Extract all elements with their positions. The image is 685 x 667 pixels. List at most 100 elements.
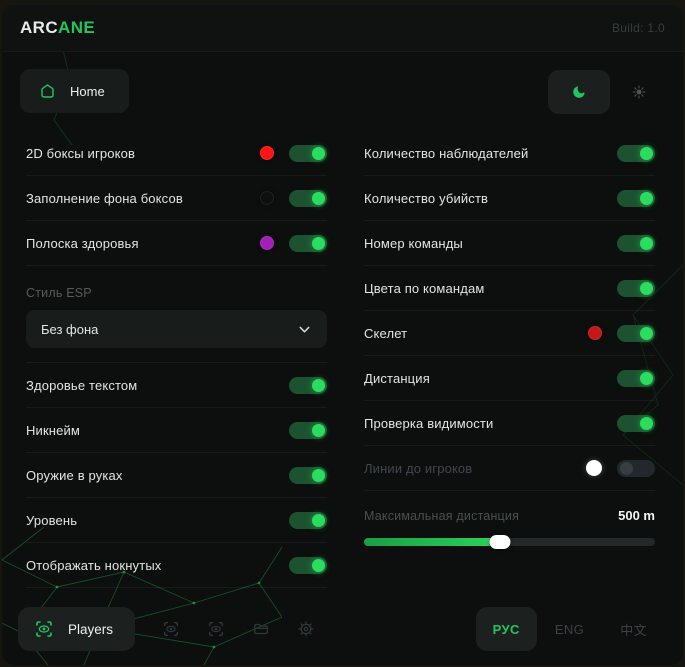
setting-label: Отображать нокнутых [26, 557, 162, 573]
toggle-knob [640, 416, 653, 430]
color-swatch[interactable] [260, 236, 274, 250]
brand-prefix: ARC [20, 18, 59, 37]
toggle-knob [312, 468, 325, 482]
toggle-switch[interactable] [289, 466, 327, 484]
toggle-switch[interactable] [617, 279, 655, 297]
toggle-switch[interactable] [617, 459, 655, 477]
toggle-knob [312, 236, 325, 250]
setting-row-weapon-in-hands: Оружие в руках [26, 453, 327, 498]
toggle-switch[interactable] [617, 189, 655, 207]
eye-scan-icon[interactable] [207, 620, 225, 638]
toggle-knob [312, 146, 325, 160]
color-swatch[interactable] [260, 146, 274, 160]
toggle-knob [312, 423, 325, 437]
esp-style-dropdown[interactable]: Без фона [26, 310, 327, 348]
language-switcher: РУС ENG 中文 [475, 607, 665, 651]
setting-row-lines-to-players: Линии до игроков [364, 446, 655, 491]
setting-label: Скелет [364, 325, 408, 341]
folder-icon[interactable] [252, 620, 270, 638]
setting-row-show-knocked: Отображать нокнутых [26, 543, 327, 588]
setting-row-health-text: Здоровье текстом [26, 362, 327, 408]
bottom-bar: Players [2, 599, 683, 665]
toggle-knob [312, 378, 325, 392]
chevron-down-icon [297, 322, 312, 337]
esp-style-section-label: Стиль ESP [26, 286, 92, 300]
toggle-knob [640, 371, 653, 385]
dropdown-selected-value: Без фона [41, 321, 99, 337]
toggle-knob [312, 558, 325, 572]
toggle-switch[interactable] [289, 144, 327, 162]
setting-row-2d-boxes: 2D боксы игроков [26, 131, 327, 176]
home-tab-button[interactable]: Home [20, 69, 129, 113]
toggle-knob [640, 146, 653, 160]
setting-row-kill-count: Количество убийств [364, 176, 655, 221]
setting-row-nickname: Никнейм [26, 408, 327, 453]
max-distance-value: 500 m [618, 508, 655, 523]
toggle-switch[interactable] [289, 234, 327, 252]
language-button-rus[interactable]: РУС [475, 607, 537, 651]
toggle-knob [620, 461, 633, 475]
eye-scan-icon[interactable] [162, 620, 180, 638]
toggle-switch[interactable] [289, 189, 327, 207]
toggle-knob [640, 326, 653, 340]
app-window: ARCANE Build: 1.0 Home [2, 5, 683, 665]
max-distance-slider[interactable] [364, 535, 655, 549]
toggle-switch[interactable] [617, 414, 655, 432]
setting-label: Номер команды [364, 235, 463, 251]
setting-row-visibility-check: Проверка видимости [364, 401, 655, 446]
setting-row-health-bar: Полоска здоровья [26, 221, 327, 266]
setting-label: Количество наблюдателей [364, 145, 529, 161]
language-button-eng[interactable]: ENG [554, 621, 585, 637]
setting-label: Здоровье текстом [26, 377, 138, 393]
players-tab-button[interactable]: Players [18, 607, 136, 651]
toggle-switch[interactable] [289, 421, 327, 439]
home-icon [38, 82, 57, 101]
build-version: Build: 1.0 [611, 21, 665, 35]
settings-column-left: 2D боксы игроков Заполнение фона боксов … [26, 131, 327, 588]
setting-label: Уровень [26, 512, 78, 528]
home-tab-label: Home [70, 83, 105, 99]
setting-label: Проверка видимости [364, 415, 494, 431]
toggle-switch[interactable] [289, 511, 327, 529]
max-distance-header: Максимальная дистанция 500 m [364, 508, 655, 523]
toggle-knob [640, 191, 653, 205]
brand-suffix: ANE [58, 18, 96, 37]
brand-logo: ARCANE [20, 18, 95, 38]
setting-label: Цвета по командам [364, 280, 485, 296]
toggle-switch[interactable] [617, 369, 655, 387]
footer-tool-icons [162, 620, 315, 638]
toggle-knob [312, 513, 325, 527]
moon-icon [570, 83, 588, 101]
setting-row-distance: Дистанция [364, 356, 655, 401]
sun-icon [631, 84, 647, 100]
toggle-switch[interactable] [289, 556, 327, 574]
setting-label: 2D боксы игроков [26, 145, 136, 161]
setting-label: Оружие в руках [26, 467, 123, 483]
gear-icon[interactable] [297, 620, 315, 638]
language-button-zh[interactable]: 中文 [620, 622, 647, 638]
color-swatch[interactable] [260, 191, 274, 205]
dark-theme-button[interactable] [548, 70, 610, 114]
toggle-switch[interactable] [617, 234, 655, 252]
setting-row-team-number: Номер команды [364, 221, 655, 266]
slider-fill [364, 538, 501, 546]
color-swatch[interactable] [586, 460, 602, 476]
toggle-switch[interactable] [617, 144, 655, 162]
light-theme-button[interactable] [610, 70, 668, 114]
setting-label: Заполнение фона боксов [26, 190, 183, 206]
toggle-switch[interactable] [289, 376, 327, 394]
settings-column-right: Количество наблюдателей Количество убийс… [364, 131, 655, 549]
eye-scan-icon [34, 619, 54, 639]
max-distance-label: Максимальная дистанция [364, 508, 520, 523]
toggle-knob [312, 191, 325, 205]
toggle-knob [640, 236, 653, 250]
slider-thumb[interactable] [489, 535, 511, 549]
setting-row-box-fill: Заполнение фона боксов [26, 176, 327, 221]
setting-row-team-colors: Цвета по командам [364, 266, 655, 311]
color-swatch[interactable] [588, 326, 602, 340]
players-tab-label: Players [68, 621, 114, 637]
setting-label: Полоска здоровья [26, 235, 139, 251]
setting-row-level: Уровень [26, 498, 327, 543]
setting-row-spectator-count: Количество наблюдателей [364, 131, 655, 176]
toggle-switch[interactable] [617, 324, 655, 342]
